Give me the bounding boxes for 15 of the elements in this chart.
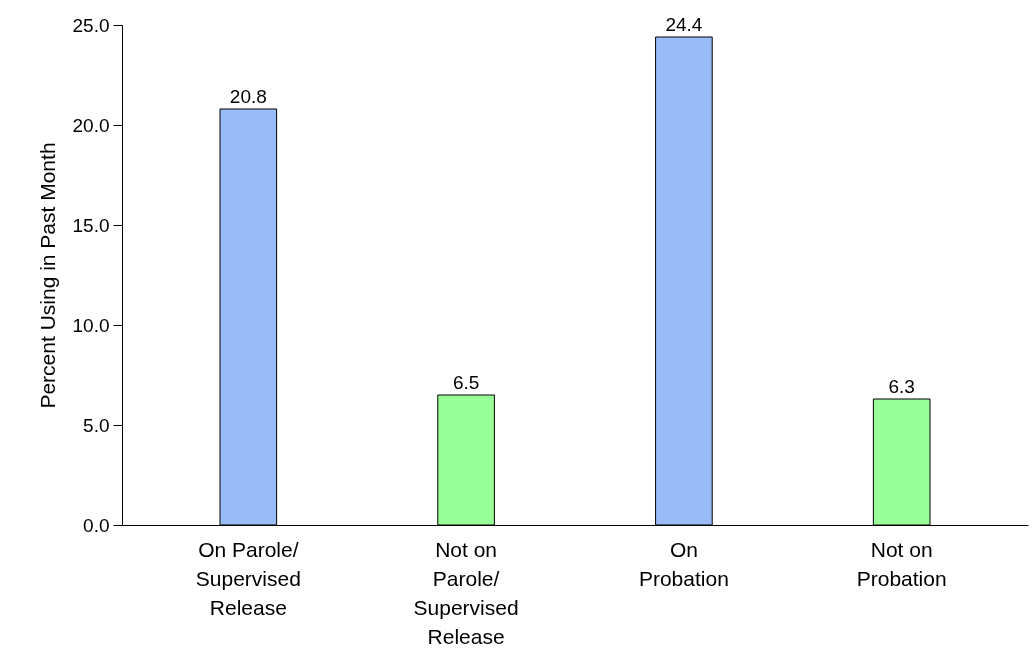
x-tick-label: On Parole/ Supervised Release: [195, 537, 301, 619]
y-tick-label: 25.0: [72, 14, 110, 36]
y-tick-label: 15.0: [72, 214, 110, 236]
y-axis-title: Percent Using in Past Month: [35, 142, 59, 409]
y-tick-label: 5.0: [83, 414, 110, 436]
data-label: 20.8: [229, 86, 267, 107]
data-label: 6.5: [452, 372, 480, 393]
y-tick-label: 0.0: [83, 514, 110, 536]
y-tick-label: 10.0: [72, 314, 110, 336]
x-tick-label: Not on Probation: [856, 537, 947, 590]
data-label: 6.3: [888, 376, 915, 397]
data-label: 24.4: [665, 14, 703, 35]
x-tick-label: On Probation: [638, 537, 729, 590]
x-tick-label: Not on Parole/ Supervised Release: [413, 537, 519, 648]
y-tick-label: 20.0: [72, 114, 110, 136]
